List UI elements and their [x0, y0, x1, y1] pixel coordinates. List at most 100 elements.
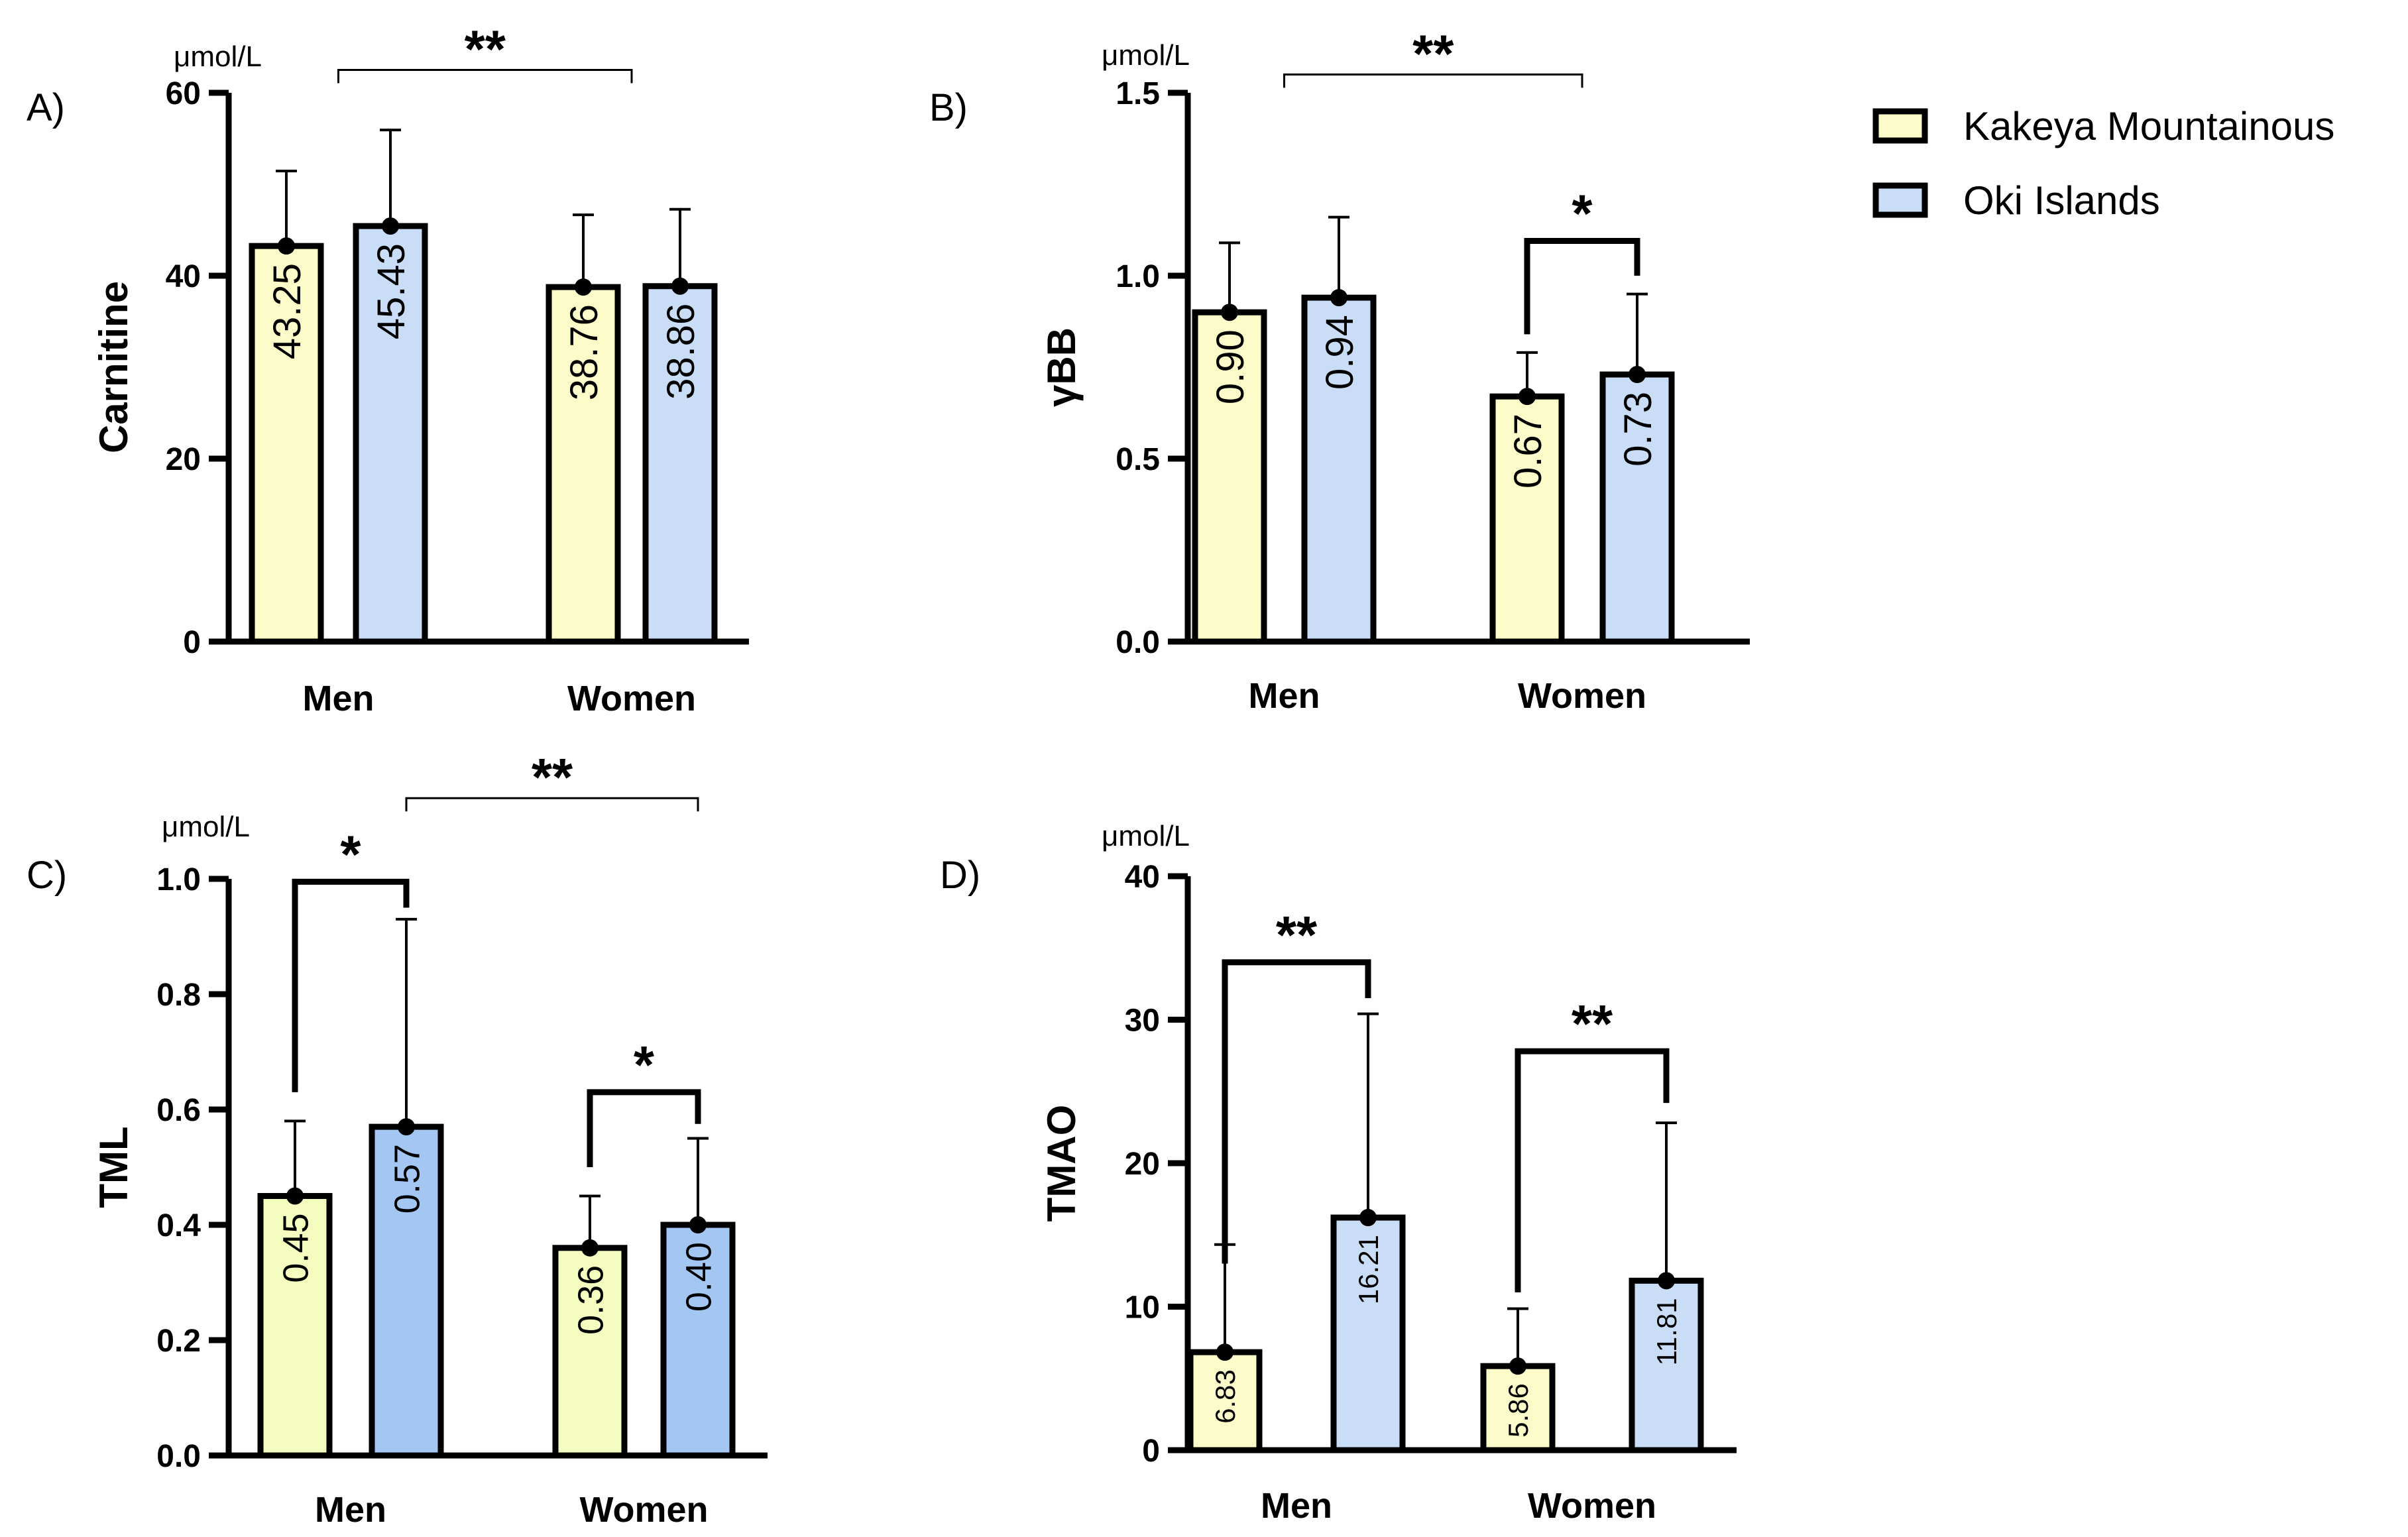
bar-value-label: 0.67 — [1507, 414, 1550, 488]
legend-label: Kakeya Mountainous — [1963, 104, 2334, 148]
panel-d: D) μmol/L TMAO 0 10 20 30 40 6.83 5.86 16.21 11.81 M… — [940, 820, 1737, 1526]
bar-kakeya-mountainous-women — [1480, 1363, 1556, 1453]
significance-bracket — [292, 878, 410, 1092]
significance-bracket — [1283, 73, 1583, 88]
mean-dot — [1221, 304, 1238, 321]
y-tick-label: 20 — [1125, 1147, 1160, 1182]
significance-mark: ** — [532, 748, 573, 807]
mean-dot — [398, 1118, 415, 1136]
bar-value-label: 45.43 — [370, 243, 413, 339]
mean-dot — [286, 1187, 304, 1205]
x-category-label: Men — [1249, 676, 1320, 716]
mean-dot — [278, 237, 295, 255]
bar-value-label: 0.40 — [679, 1242, 718, 1312]
bar-value-label: 5.86 — [1503, 1383, 1534, 1438]
x-category-label: Women — [567, 679, 696, 718]
y-tick-label: 1.5 — [1116, 76, 1160, 111]
y-axis-label: γBB — [1039, 327, 1084, 407]
bar-oki-islands-women — [642, 283, 718, 645]
bar-oki-islands-men — [1330, 1214, 1406, 1453]
panel-label: B) — [929, 86, 968, 129]
mean-dot — [1629, 366, 1646, 384]
x-category-label: Women — [1518, 676, 1646, 716]
y-axis-label: Carnitine — [91, 281, 136, 453]
bar-value-label: 43.25 — [266, 263, 309, 359]
y-tick-label: 0.0 — [156, 1439, 201, 1474]
significance-bracket — [1515, 1048, 1670, 1292]
mean-dot — [1216, 1343, 1233, 1361]
significance-mark: ** — [1412, 24, 1454, 83]
bar-value-label: 0.73 — [1617, 392, 1660, 467]
bar-value-label: 11.81 — [1651, 1298, 1682, 1365]
x-category-label: Women — [1528, 1486, 1656, 1526]
bar-value-label: 38.86 — [659, 304, 703, 400]
mean-dot — [1658, 1272, 1675, 1290]
y-tick-label: 1.0 — [156, 862, 201, 897]
mean-dot — [1359, 1209, 1377, 1227]
significance-mark: ** — [1276, 905, 1318, 964]
y-tick-label: 0.6 — [156, 1093, 201, 1128]
bar-value-label: 0.36 — [571, 1265, 610, 1335]
bar-value-label: 0.45 — [276, 1214, 315, 1283]
y-tick-label: 0 — [183, 625, 201, 660]
significance-mark: * — [340, 825, 361, 883]
y-tick-label: 0.2 — [156, 1324, 201, 1359]
legend-swatch — [1872, 182, 1928, 218]
panel-b: B) μmol/L γBB 0.0 0.5 1.0 1.5 0.90 0.67 0.94 0.73 M… — [929, 24, 1750, 716]
significance-bracket — [1524, 238, 1640, 335]
significance-mark: ** — [465, 20, 506, 79]
mean-dot — [382, 217, 399, 235]
significance-bracket — [337, 69, 633, 84]
bar-value-label: 0.90 — [1209, 329, 1252, 404]
y-tick-label: 0.4 — [156, 1208, 201, 1243]
significance-mark: * — [1572, 184, 1593, 243]
mean-dot — [1509, 1357, 1526, 1375]
panel-c: C) μmol/L TML 0.0 0.2 0.4 0.6 0.8 1.0 0.45 0.36 0.5… — [27, 748, 768, 1530]
unit-label: μmol/L — [162, 811, 250, 843]
significance-mark: * — [634, 1035, 655, 1094]
bar-value-label: 0.94 — [1318, 315, 1361, 390]
significance-bracket — [405, 797, 699, 812]
y-tick-label: 10 — [1125, 1290, 1160, 1326]
legend-label: Oki Islands — [1963, 178, 2160, 223]
legend: Kakeya Mountainous Oki Islands — [1872, 104, 2334, 223]
significance-mark: ** — [1572, 994, 1613, 1053]
y-tick-label: 20 — [166, 442, 201, 477]
legend-swatch — [1872, 108, 1928, 144]
significance-bracket — [587, 1089, 701, 1167]
bar-kakeya-mountainous-men — [1192, 309, 1267, 645]
y-axis-label: TMAO — [1039, 1105, 1084, 1222]
y-tick-label: 40 — [166, 259, 201, 294]
y-tick-label: 1.0 — [1116, 259, 1160, 294]
panel-label: C) — [27, 854, 67, 897]
panel-label: D) — [940, 854, 980, 897]
y-axis-label: TML — [91, 1126, 136, 1208]
significance-bracket — [1222, 959, 1371, 1264]
mean-dot — [1519, 388, 1536, 406]
bar-value-label: 0.57 — [387, 1144, 427, 1214]
mean-dot — [1330, 289, 1347, 307]
y-tick-label: 0.5 — [1116, 442, 1160, 477]
bar-value-label: 38.76 — [563, 304, 606, 400]
y-tick-label: 0.0 — [1116, 625, 1160, 660]
bar-kakeya-mountainous-men — [249, 243, 324, 645]
y-tick-label: 0 — [1142, 1434, 1160, 1469]
panel-label: A) — [27, 86, 65, 129]
panel-a: A) μmol/L Carnitine 0 20 40 60 43.25 38.76 45.43 3… — [27, 20, 749, 718]
bar-kakeya-mountainous-men — [257, 1193, 333, 1459]
x-category-label: Men — [303, 679, 374, 718]
mean-dot — [671, 277, 689, 295]
unit-label: μmol/L — [1102, 39, 1190, 72]
mean-dot — [689, 1216, 707, 1233]
mean-dot — [581, 1239, 599, 1257]
bar-value-label: 16.21 — [1353, 1235, 1384, 1304]
bar-value-label: 6.83 — [1210, 1369, 1241, 1424]
x-category-label: Men — [1261, 1486, 1332, 1526]
x-category-label: Women — [579, 1490, 708, 1530]
bar-kakeya-mountainous-women — [552, 1245, 628, 1459]
unit-label: μmol/L — [174, 40, 262, 73]
y-tick-label: 40 — [1125, 860, 1160, 895]
x-category-label: Men — [315, 1490, 386, 1530]
unit-label: μmol/L — [1102, 820, 1190, 852]
